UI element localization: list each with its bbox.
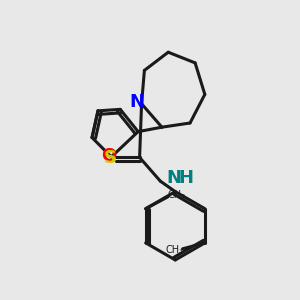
Text: N: N: [130, 93, 145, 111]
Text: N: N: [166, 169, 181, 187]
Text: O: O: [101, 147, 116, 165]
Text: CH₃: CH₃: [167, 190, 185, 200]
Text: S: S: [103, 149, 116, 167]
Text: CH₃: CH₃: [165, 245, 183, 255]
Text: H: H: [178, 169, 193, 187]
